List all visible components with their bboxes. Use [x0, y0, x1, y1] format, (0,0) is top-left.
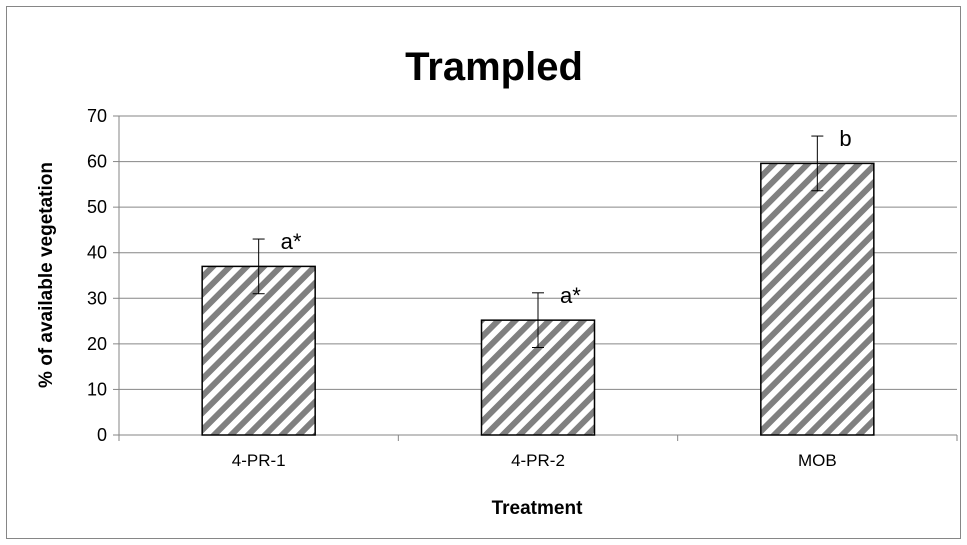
bar [201, 265, 316, 436]
bar [760, 162, 875, 436]
y-axis-title: % of available vegetation [36, 162, 57, 388]
bars [201, 135, 875, 436]
x-tick-label: MOB [798, 451, 837, 470]
y-tick-label: 0 [97, 425, 107, 445]
x-tick-label: 4-PR-2 [511, 451, 565, 470]
x-tick-label: 4-PR-1 [232, 451, 286, 470]
y-tick-label: 70 [87, 106, 107, 126]
y-tick-label: 30 [87, 288, 107, 308]
chart-title: Trampled [405, 45, 583, 89]
y-tick-label: 10 [87, 379, 107, 399]
x-axis-title: Treatment [492, 498, 583, 519]
y-tick-label: 40 [87, 243, 107, 263]
y-tick-label: 50 [87, 197, 107, 217]
y-tick-label: 20 [87, 334, 107, 354]
significance-label: a* [281, 229, 302, 254]
labels: a* 4-PR-1 a* 4-PR-2 b MOB [232, 126, 852, 470]
significance-label: a* [560, 283, 581, 308]
y-tick-label: 60 [87, 152, 107, 172]
significance-label: b [839, 126, 851, 151]
